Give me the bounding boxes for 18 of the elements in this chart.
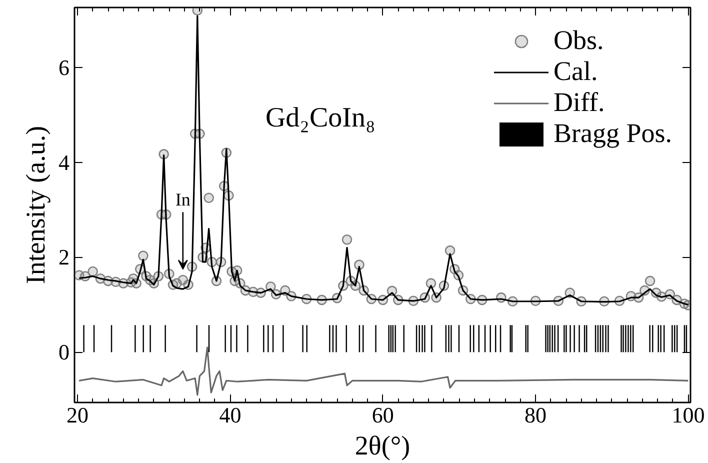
y-tick-label: 2 bbox=[58, 244, 70, 270]
legend-label: Bragg Pos. bbox=[553, 118, 672, 149]
x-tick-label: 20 bbox=[66, 402, 89, 428]
y-tick-label: 4 bbox=[58, 150, 70, 175]
annotation: Gd₂CoIn₈ bbox=[265, 102, 376, 134]
y-tick-label: 6 bbox=[58, 54, 70, 80]
y-tick-label: 0 bbox=[58, 340, 70, 365]
x-tick-label: 40 bbox=[219, 402, 242, 428]
legend-label: Cal. bbox=[553, 56, 598, 87]
line-series bbox=[78, 346, 690, 396]
x-tick-label: 80 bbox=[524, 402, 547, 428]
x-tick-label: 60 bbox=[372, 402, 394, 428]
legend-label: Obs. bbox=[553, 25, 604, 56]
annotation: In bbox=[175, 190, 190, 210]
x-axis-title: 2θ(°) bbox=[354, 430, 410, 460]
legend-label: Diff. bbox=[553, 87, 605, 118]
y-axis-title: Intensity (a.u.) bbox=[20, 126, 50, 284]
x-tick-label: 100 bbox=[672, 402, 705, 428]
